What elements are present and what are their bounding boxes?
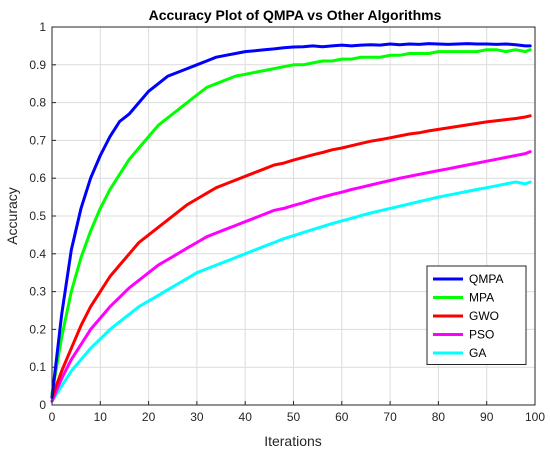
x-tick-label: 90 [480, 410, 494, 424]
y-tick-label: 0.1 [29, 360, 46, 374]
legend-label-mpa: MPA [469, 291, 494, 305]
legend-label-pso: PSO [469, 328, 494, 342]
y-tick-label: 0.9 [29, 58, 46, 72]
legend-label-gwo: GWO [469, 309, 499, 323]
y-axis-ticks: 0 0.1 0.2 0.3 0.4 0.5 0.6 0.7 0.8 0.9 1 [29, 20, 56, 412]
series-line-mpa [50, 48, 532, 396]
series-line-pso [50, 150, 532, 403]
y-tick-label: 0.3 [29, 285, 46, 299]
x-tick-label: 10 [94, 410, 108, 424]
legend-label-qmpa: QMPA [469, 272, 503, 286]
y-tick-label: 0.7 [29, 133, 46, 147]
y-tick-label: 0.6 [29, 171, 46, 185]
x-tick-label: 40 [239, 410, 253, 424]
x-tick-label: 80 [432, 410, 446, 424]
chart-title: Accuracy Plot of QMPA vs Other Algorithm… [149, 7, 442, 23]
series-lines [50, 42, 532, 403]
x-tick-label: 20 [142, 410, 156, 424]
x-tick-label: 60 [335, 410, 349, 424]
x-tick-label: 0 [49, 410, 56, 424]
y-tick-label: 1 [39, 20, 46, 34]
x-tick-label: 100 [525, 410, 545, 424]
y-tick-label: 0.4 [29, 247, 46, 261]
x-tick-label: 50 [287, 410, 301, 424]
y-tick-label: 0.2 [29, 322, 46, 336]
x-axis-ticks: 0 10 20 30 40 50 60 70 80 90 100 [49, 401, 545, 424]
legend: QMPA MPA GWO PSO GA [426, 265, 527, 365]
x-tick-label: 30 [190, 410, 204, 424]
y-tick-label: 0 [39, 398, 46, 412]
series-line-gwo [50, 114, 532, 399]
x-tick-label: 70 [383, 410, 397, 424]
y-tick-label: 0.8 [29, 96, 46, 110]
series-line-qmpa [50, 42, 532, 399]
x-axis-label: Iterations [264, 433, 322, 449]
legend-label-ga: GA [469, 346, 486, 360]
series-line-ga [50, 180, 532, 403]
y-axis-label: Accuracy [4, 187, 20, 245]
y-tick-label: 0.5 [29, 209, 46, 223]
